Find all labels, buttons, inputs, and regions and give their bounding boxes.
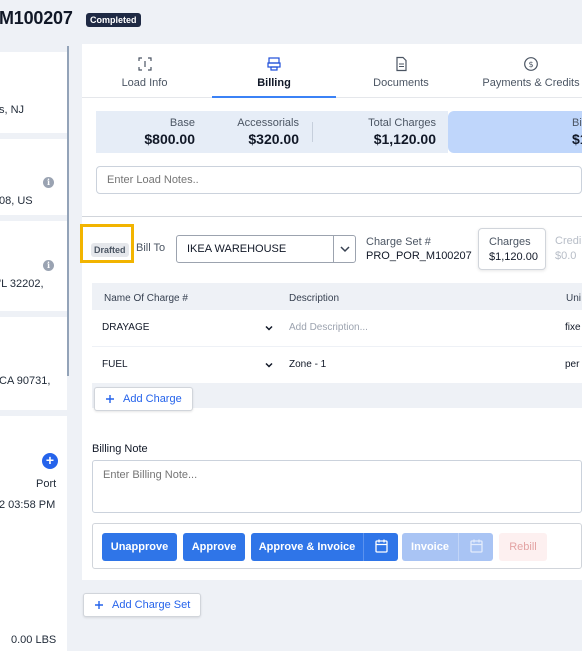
summary-value: $1 [572, 131, 582, 147]
charges-toggle-value: $1,120.00 [489, 251, 538, 263]
invoice-calendar-button[interactable] [458, 533, 493, 561]
table-row: DRAYAGE Add Description... fixe [92, 310, 582, 346]
sidebar-address: 'L 32202, [0, 278, 44, 290]
summary-accessorials: Accessorials $320.00 [200, 111, 299, 153]
highlight-outline [80, 224, 134, 263]
add-charge-set-label: Add Charge Set [112, 599, 191, 611]
tab-label: Payments & Credits [482, 77, 580, 89]
summary-divider [312, 122, 313, 142]
info-icon[interactable]: i [43, 260, 54, 271]
column-header-unit: Uni [566, 293, 582, 304]
chevron-down-icon[interactable] [264, 323, 274, 333]
tab-payments-credits[interactable]: $ Payments & Credits [466, 44, 582, 98]
page-header: M100207 Completed [0, 0, 582, 44]
document-icon [396, 56, 407, 72]
summary-value: $800.00 [144, 131, 195, 147]
column-header-name: Name Of Charge # [104, 293, 188, 304]
summary-label: Base [169, 117, 195, 129]
summary-label: Bi [572, 117, 582, 129]
calendar-icon [375, 539, 388, 553]
billing-actions: Unapprove Approve Approve & Invoice Invo… [92, 523, 582, 569]
charges-toggle[interactable]: Charges $1,120.00 [478, 228, 546, 270]
description-input[interactable]: Add Description... [289, 322, 368, 333]
sidebar-address: 08, US [0, 195, 33, 207]
sidebar-scrollbar[interactable] [67, 46, 69, 376]
bill-to-select[interactable]: IKEA WAREHOUSE [176, 235, 356, 263]
calendar-button[interactable] [363, 533, 398, 561]
table-row: FUEL Zone - 1 per [92, 347, 582, 383]
unit-cell[interactable]: fixe [565, 322, 581, 333]
sidebar-port-label: Port [36, 478, 57, 490]
status-badge: Completed [86, 13, 141, 27]
add-charge-button[interactable]: Add Charge [94, 387, 193, 411]
sidebar-card-details: + Port 2 03:58 PM 0.00 LBS [0, 416, 67, 651]
add-charge-set-button[interactable]: Add Charge Set [83, 593, 202, 617]
tab-billing[interactable]: Billing [212, 44, 336, 99]
info-icon[interactable]: i [43, 177, 54, 188]
sidebar-card-delivery[interactable]: CA 90731, [0, 317, 67, 410]
charge-set-card: Drafted Bill To IKEA WAREHOUSE Charge Se… [80, 216, 582, 580]
svg-text:$: $ [528, 60, 533, 69]
credits-toggle-value: $0.0 [555, 250, 577, 262]
sidebar-address: s, NJ [0, 104, 25, 116]
column-header-description: Description [289, 293, 340, 304]
tab-bar: Load Info Billing Documents $ Payments &… [82, 44, 582, 99]
add-circle-icon[interactable]: + [42, 453, 58, 469]
sidebar-weight: 0.00 LBS [11, 634, 57, 646]
load-sidebar: s, NJ i 08, US i 'L 32202, CA 90731, + P… [0, 46, 67, 651]
bill-to-label: Bill To [136, 242, 166, 254]
approve-button[interactable]: Approve [183, 533, 245, 561]
sidebar-card-pickup[interactable]: i 'L 32202, [0, 221, 67, 311]
billing-panel: Load Info Billing Documents $ Payments &… [69, 44, 582, 651]
charge-name-select[interactable]: DRAYAGE [102, 322, 150, 333]
sidebar-card-shipper[interactable]: s, NJ [0, 52, 67, 133]
payment-icon: $ [524, 57, 538, 71]
charge-set-value: PRO_POR_M100207 [366, 250, 472, 262]
summary-row: Base $800.00 Accessorials $320.00 Total … [96, 111, 582, 153]
add-charge-label: Add Charge [123, 393, 182, 405]
drafted-status-badge: Drafted [91, 243, 129, 257]
tab-load-info[interactable]: Load Info [82, 44, 207, 98]
bill-to-value: IKEA WAREHOUSE [187, 243, 287, 255]
tab-label: Load Info [121, 77, 168, 89]
unit-cell[interactable]: per [565, 359, 580, 370]
charge-name-select[interactable]: FUEL [102, 359, 128, 370]
summary-base: Base $800.00 [96, 111, 195, 153]
rebill-button[interactable]: Rebill [499, 533, 547, 561]
description-input[interactable]: Zone - 1 [289, 359, 327, 370]
plus-icon [95, 601, 103, 609]
credits-toggle-label: Credi [555, 235, 582, 247]
plus-icon [106, 395, 114, 403]
billing-summary: Base $800.00 Accessorials $320.00 Total … [82, 98, 582, 216]
summary-billed: Bi $1 [448, 111, 582, 153]
sidebar-card-consignee[interactable]: i 08, US [0, 139, 67, 215]
sidebar-address: CA 90731, [0, 375, 51, 387]
tab-documents[interactable]: Documents [336, 44, 466, 98]
load-id-title: M100207 [0, 8, 73, 28]
billing-note-label: Billing Note [92, 443, 148, 455]
charge-set-label: Charge Set # [366, 236, 431, 248]
unapprove-button[interactable]: Unapprove [102, 533, 177, 561]
summary-total-charges: Total Charges $1,120.00 [336, 111, 436, 153]
tab-label: Documents [373, 77, 429, 89]
billing-note-input[interactable] [92, 460, 582, 513]
scan-icon [137, 57, 152, 71]
approve-invoice-button[interactable]: Approve & Invoice [251, 533, 363, 561]
summary-totals [96, 111, 448, 153]
sidebar-datetime: 2 03:58 PM [0, 499, 56, 511]
load-notes-input[interactable] [96, 166, 582, 194]
invoice-button[interactable]: Invoice [402, 533, 458, 561]
summary-label: Accessorials [237, 117, 299, 129]
chevron-down-icon[interactable] [333, 236, 355, 262]
summary-value: $1,120.00 [373, 131, 436, 147]
tab-label: Billing [257, 77, 291, 89]
billing-icon [267, 57, 281, 71]
chevron-down-icon[interactable] [264, 360, 274, 370]
charges-toggle-label: Charges [489, 236, 531, 248]
summary-value: $320.00 [248, 131, 299, 147]
calendar-icon [470, 539, 483, 553]
charges-table: Name Of Charge # Description Uni DRAYAGE… [92, 283, 582, 411]
summary-label: Total Charges [368, 117, 436, 129]
